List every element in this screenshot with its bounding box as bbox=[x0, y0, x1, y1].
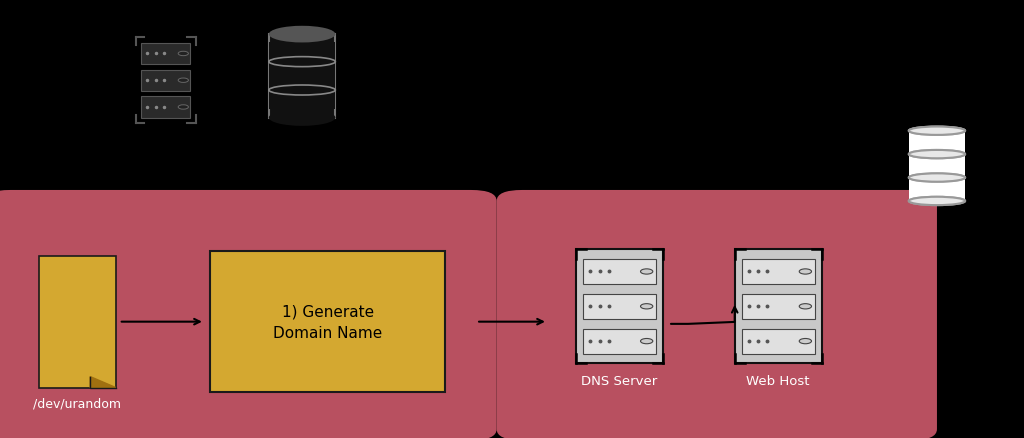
Circle shape bbox=[641, 304, 653, 309]
FancyBboxPatch shape bbox=[741, 294, 815, 319]
FancyBboxPatch shape bbox=[39, 256, 116, 388]
Ellipse shape bbox=[909, 174, 965, 182]
FancyBboxPatch shape bbox=[584, 294, 656, 319]
Circle shape bbox=[641, 339, 653, 344]
FancyBboxPatch shape bbox=[268, 43, 335, 110]
Ellipse shape bbox=[268, 27, 336, 43]
Ellipse shape bbox=[268, 86, 336, 96]
Ellipse shape bbox=[268, 110, 336, 127]
FancyBboxPatch shape bbox=[0, 191, 497, 438]
Circle shape bbox=[799, 339, 811, 344]
Circle shape bbox=[799, 269, 811, 275]
FancyBboxPatch shape bbox=[909, 136, 966, 197]
Text: /dev/urandom: /dev/urandom bbox=[34, 396, 121, 410]
FancyBboxPatch shape bbox=[210, 252, 445, 392]
Circle shape bbox=[799, 304, 811, 309]
Circle shape bbox=[178, 52, 188, 57]
FancyBboxPatch shape bbox=[141, 44, 190, 65]
Ellipse shape bbox=[909, 127, 965, 135]
Ellipse shape bbox=[268, 57, 336, 67]
Ellipse shape bbox=[909, 197, 965, 206]
Ellipse shape bbox=[909, 151, 965, 159]
FancyBboxPatch shape bbox=[497, 191, 937, 438]
Ellipse shape bbox=[909, 197, 965, 206]
FancyBboxPatch shape bbox=[909, 131, 966, 201]
FancyBboxPatch shape bbox=[741, 259, 815, 284]
Circle shape bbox=[178, 79, 188, 83]
Ellipse shape bbox=[909, 151, 965, 159]
FancyBboxPatch shape bbox=[575, 250, 664, 364]
Ellipse shape bbox=[909, 127, 965, 135]
Text: Web Host: Web Host bbox=[746, 374, 810, 388]
FancyBboxPatch shape bbox=[584, 259, 656, 284]
FancyBboxPatch shape bbox=[735, 250, 821, 364]
Text: DNS Server: DNS Server bbox=[582, 374, 657, 388]
Ellipse shape bbox=[909, 174, 965, 182]
FancyBboxPatch shape bbox=[741, 329, 815, 354]
Polygon shape bbox=[90, 377, 116, 388]
Text: 1) Generate
Domain Name: 1) Generate Domain Name bbox=[273, 304, 382, 340]
Circle shape bbox=[641, 269, 653, 275]
FancyBboxPatch shape bbox=[141, 71, 190, 92]
FancyBboxPatch shape bbox=[584, 329, 656, 354]
FancyBboxPatch shape bbox=[268, 35, 335, 118]
Circle shape bbox=[178, 106, 188, 110]
FancyBboxPatch shape bbox=[141, 97, 190, 118]
